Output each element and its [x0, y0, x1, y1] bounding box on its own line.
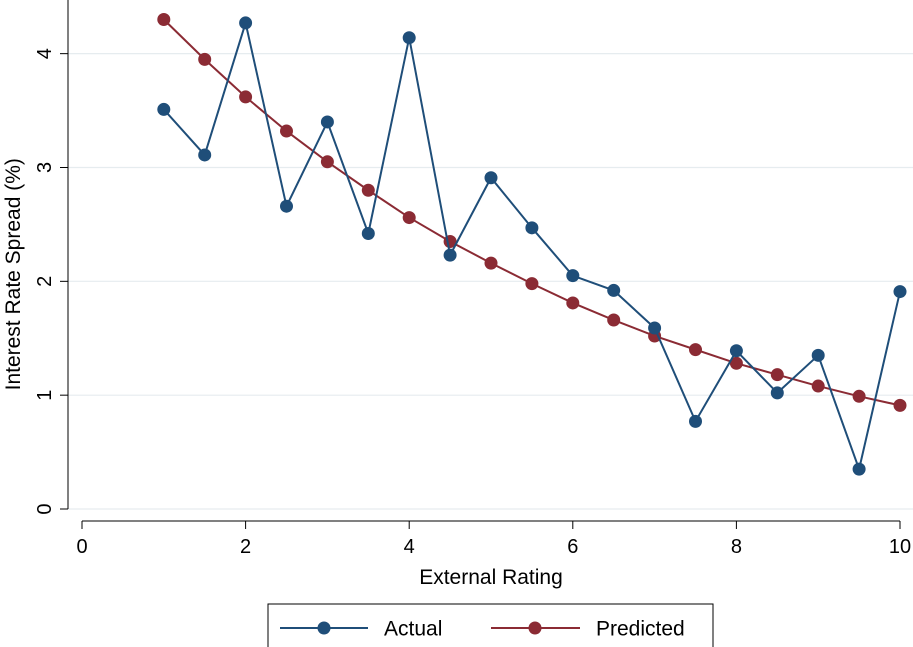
axes: 0 1 2 3 4 0 2 4 6 8 10 [34, 0, 911, 558]
x-tick-label-10: 10 [889, 536, 911, 558]
legend-actual-swatch-marker [317, 621, 331, 635]
x-tick-label-8: 8 [731, 536, 742, 558]
y-tick-label-0: 0 [34, 503, 56, 514]
gridlines [68, 53, 913, 510]
actual-point [525, 221, 539, 235]
predicted-point [402, 211, 416, 225]
series-layer [157, 13, 907, 476]
predicted-point [607, 313, 621, 327]
actual-point [361, 227, 375, 241]
legend-predicted-swatch-marker [528, 621, 542, 635]
predicted-line [163, 18, 901, 407]
x-tick-label-4: 4 [404, 536, 415, 558]
actual-point [402, 31, 416, 45]
y-tick-label-4: 4 [34, 48, 56, 59]
predicted-point [525, 277, 539, 291]
actual-point [648, 321, 662, 335]
actual-point [484, 171, 498, 185]
predicted-point [361, 183, 375, 197]
actual-point [198, 148, 212, 162]
actual-point [893, 285, 907, 299]
x-tick-label-6: 6 [567, 536, 578, 558]
predicted-point [320, 155, 334, 169]
actual-point [770, 386, 784, 400]
y-tick-label-1: 1 [34, 390, 56, 401]
predicted-point [566, 296, 580, 310]
predicted-point [689, 343, 702, 357]
x-tick-label-0: 0 [76, 536, 87, 558]
y-axis-title: Interest Rate Spread (%) [2, 158, 25, 390]
predicted-point [770, 368, 784, 382]
x-tick-label-2: 2 [240, 536, 251, 558]
legend-box [267, 603, 714, 647]
predicted-point [157, 13, 171, 26]
predicted-point [198, 52, 212, 66]
actual-line [163, 19, 901, 473]
actual-point [852, 462, 866, 476]
predicted-point [893, 398, 907, 412]
x-axis-title: External Rating [419, 566, 563, 589]
actual-point [811, 348, 825, 362]
actual-point [607, 283, 621, 297]
predicted-point [239, 90, 253, 104]
legend-predicted-label: Predicted [596, 617, 685, 640]
actual-point [280, 199, 293, 213]
y-tick-label-3: 3 [34, 162, 56, 173]
actual-point [566, 269, 580, 283]
actual-point [443, 248, 457, 262]
legend-actual-label: Actual [384, 617, 442, 640]
predicted-point [811, 379, 825, 393]
predicted-point [484, 256, 498, 270]
predicted-point [729, 356, 743, 370]
legend: Actual Predicted [267, 603, 714, 647]
actual-point [157, 102, 171, 116]
actual-point [729, 344, 743, 358]
actual-point [689, 414, 702, 428]
actual-point [239, 16, 253, 30]
actual-point [320, 115, 334, 129]
predicted-point [852, 389, 866, 403]
y-tick-label-2: 2 [34, 276, 56, 287]
predicted-point [280, 124, 293, 138]
